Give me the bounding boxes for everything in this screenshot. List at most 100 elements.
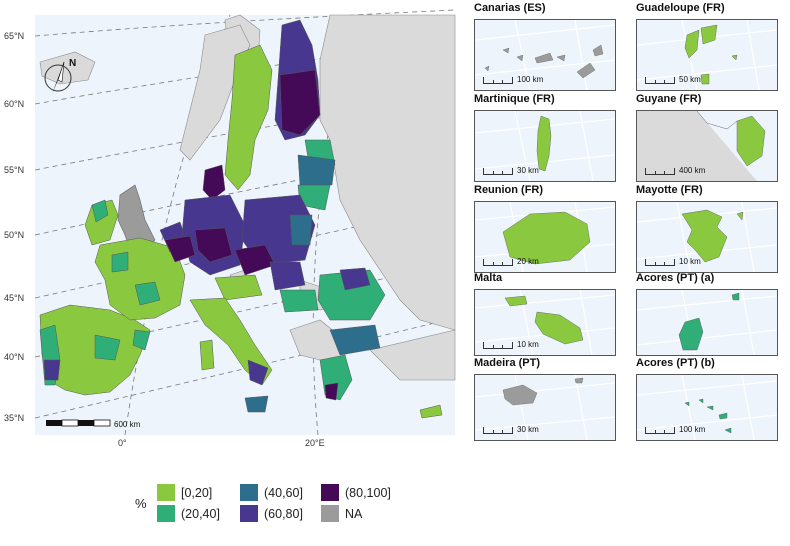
- inset-map-frame: 10 km: [636, 201, 778, 273]
- inset-scale-label: 10 km: [517, 340, 539, 349]
- scalebar-icon: [645, 259, 675, 266]
- inset-scalebar: 20 km: [483, 258, 539, 266]
- legend-item: (80,100]: [321, 484, 391, 501]
- austria: [214, 274, 263, 301]
- inset-scalebar: 10 km: [483, 341, 539, 349]
- scalebar-icon: [483, 259, 513, 266]
- inset-scale-label: 50 km: [679, 75, 701, 84]
- legend-label: (80,100]: [345, 485, 391, 500]
- inset-map-frame: 30 km: [474, 110, 616, 182]
- inset-mayotte-map: [637, 202, 777, 272]
- legend-swatch: [240, 505, 258, 522]
- lat-label: 55°N: [4, 165, 24, 175]
- inset-guadeloupe-map: [637, 20, 777, 90]
- spain-east: [132, 329, 151, 351]
- germany-center: [194, 227, 233, 263]
- france-center: [134, 281, 161, 306]
- inset-reunion-map: [475, 202, 615, 272]
- inset-title: Acores (PT) (b): [636, 357, 715, 369]
- inset-scale-label: 10 km: [679, 257, 701, 266]
- latitude-labels: 65°N 60°N 55°N 50°N 45°N 40°N 35°N: [4, 31, 24, 423]
- inset-scale-label: 30 km: [517, 166, 539, 175]
- main-scale-bar: 600 km: [46, 419, 141, 429]
- inset-canarias-map: [475, 20, 615, 90]
- france-west: [111, 251, 129, 273]
- inset-title: Madeira (PT): [474, 357, 541, 369]
- legend-label: (60,80]: [264, 506, 303, 521]
- main-map: 65°N 60°N 55°N 50°N 45°N 40°N 35°N 0° 20…: [4, 9, 456, 448]
- poland-east: [289, 214, 313, 246]
- inset-map-frame: [636, 289, 778, 356]
- legend-label: (20,40]: [181, 506, 220, 521]
- inset-scale-label: 20 km: [517, 257, 539, 266]
- inset-title: Martinique (FR): [474, 93, 555, 105]
- scalebar-icon: [645, 427, 675, 434]
- inset-acores-b-map: [637, 375, 777, 440]
- inset-map-frame: 10 km: [474, 289, 616, 356]
- legend-label: (40,60]: [264, 485, 303, 500]
- legend-label: [0,20]: [181, 485, 213, 500]
- norway: [179, 24, 251, 161]
- sicily: [244, 395, 269, 413]
- legend-label: NA: [345, 506, 363, 521]
- scalebar-icon: [483, 427, 513, 434]
- greece-attica: [324, 382, 339, 401]
- iceland: [39, 51, 96, 85]
- inset-map-frame: 100 km: [474, 19, 616, 91]
- sardinia: [199, 339, 215, 371]
- lat-label: 40°N: [4, 352, 24, 362]
- inset-title: Guyane (FR): [636, 93, 702, 105]
- inset-scale-label: 100 km: [679, 425, 706, 434]
- inset-guyane-map: [696, 111, 777, 181]
- lat-label: 60°N: [4, 99, 24, 109]
- inset-title: Malta: [474, 272, 503, 284]
- inset-scalebar: 30 km: [483, 167, 539, 175]
- lat-label: 35°N: [4, 413, 24, 423]
- inset-scalebar: 50 km: [645, 76, 701, 84]
- inset-malta-map: [475, 290, 615, 355]
- inset-scalebar: 10 km: [645, 258, 701, 266]
- sweden: [224, 44, 273, 191]
- inset-scalebar: 100 km: [483, 76, 543, 84]
- inset-map-frame: 20 km: [474, 201, 616, 273]
- cyprus: [419, 404, 443, 419]
- inset-scalebar: 30 km: [483, 426, 539, 434]
- legend-swatch: [157, 484, 175, 501]
- legend-item: [0,20]: [157, 484, 212, 501]
- slovakia-hungary: [269, 261, 306, 291]
- scalebar-icon: [645, 168, 675, 175]
- inset-martinique-map: [475, 111, 615, 181]
- germany-west: [164, 235, 196, 263]
- lon-label: 0°: [118, 438, 127, 448]
- lat-label: 45°N: [4, 293, 24, 303]
- latvia: [297, 154, 336, 186]
- legend-item: (40,60]: [240, 484, 303, 501]
- inset-title: Mayotte (FR): [636, 184, 703, 196]
- inset-scale-label: 400 km: [679, 166, 706, 175]
- legend-swatch: [321, 484, 339, 501]
- lat-label: 65°N: [4, 31, 24, 41]
- north-label: N: [69, 58, 76, 69]
- legend-item: (60,80]: [240, 505, 303, 522]
- inset-map-frame: 50 km: [636, 19, 778, 91]
- inset-scalebar: 100 km: [645, 426, 705, 434]
- legend-item: (20,40]: [157, 505, 220, 522]
- spain-center: [94, 334, 121, 361]
- legend-swatch: [321, 505, 339, 522]
- inset-title: Acores (PT) (a): [636, 272, 715, 284]
- lon-label: 20°E: [305, 438, 325, 448]
- denmark: [202, 164, 226, 201]
- inset-title: Reunion (FR): [474, 184, 544, 196]
- legend-title: %: [135, 496, 147, 511]
- scalebar-icon: [483, 168, 513, 175]
- main-scale-label: 600 km: [114, 420, 141, 429]
- hungary: [279, 289, 319, 313]
- legend-item: NA: [321, 505, 362, 522]
- portugal-lisbon: [43, 359, 61, 381]
- legend-swatch: [157, 505, 175, 522]
- inset-map-frame: 30 km: [474, 374, 616, 441]
- inset-scale-label: 100 km: [517, 75, 544, 84]
- romania-north: [339, 267, 371, 291]
- ireland-region-2: [91, 199, 109, 223]
- scalebar-icon: [483, 77, 513, 84]
